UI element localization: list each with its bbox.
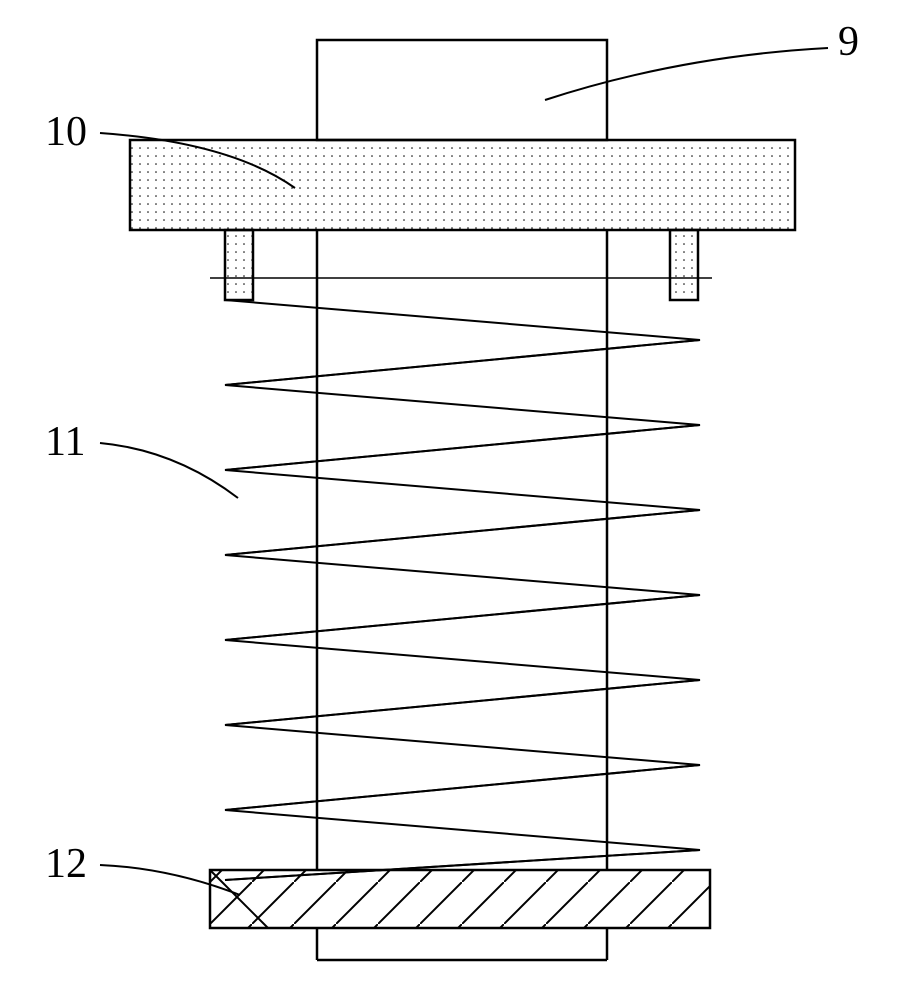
- technical-drawing: [0, 0, 922, 1000]
- label-10: 10: [45, 108, 87, 156]
- central-column: [317, 40, 607, 140]
- central-column-lower: [317, 230, 607, 870]
- diagram-container: 9 10 11 12: [0, 0, 922, 1000]
- label-9: 9: [838, 18, 859, 66]
- spring-coil: [210, 278, 712, 880]
- central-column-bottom: [317, 928, 607, 960]
- bottom-plate: [210, 870, 710, 928]
- label-12: 12: [45, 840, 87, 888]
- top-cap: [130, 140, 795, 300]
- label-11: 11: [45, 418, 85, 466]
